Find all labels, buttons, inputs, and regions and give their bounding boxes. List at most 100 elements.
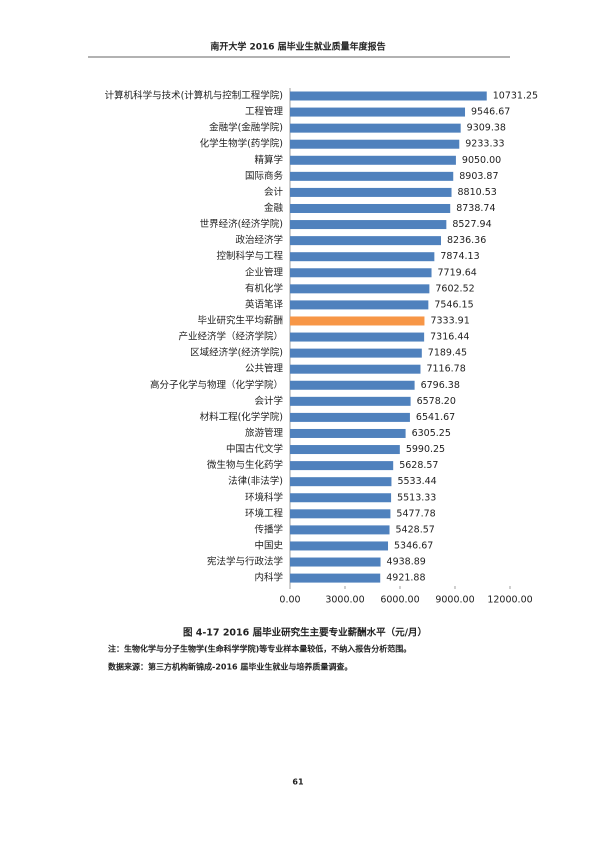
value-label: 5990.25 (406, 444, 445, 455)
value-label: 8738.74 (456, 203, 495, 214)
value-label: 8810.53 (458, 187, 497, 198)
category-label: 精算学 (254, 154, 283, 166)
value-label: 7719.64 (438, 267, 477, 278)
bar (290, 203, 451, 213)
value-label: 5346.67 (394, 540, 433, 551)
value-label: 4921.88 (386, 573, 425, 584)
bar (290, 380, 415, 390)
value-label: 5513.33 (397, 492, 436, 503)
bar (290, 107, 466, 117)
category-label: 国际商务 (245, 170, 284, 182)
category-label: 金融 (264, 202, 284, 214)
category-label: 微生物与生化药学 (207, 459, 283, 471)
category-label: 环境科学 (245, 491, 283, 503)
category-label: 企业管理 (245, 266, 284, 278)
bar (290, 541, 389, 551)
source-note: 数据来源：第三方机构新锦成-2016 届毕业生就业与培养质量调查。 (108, 662, 352, 672)
value-label: 10731.25 (493, 91, 538, 102)
value-label: 9233.33 (465, 139, 504, 150)
category-label: 化学生物学(药学院) (200, 138, 283, 150)
value-label: 7602.52 (435, 283, 474, 294)
value-label: 9309.38 (467, 123, 506, 134)
bar (290, 139, 460, 149)
bar (290, 573, 381, 583)
bar (290, 364, 421, 374)
value-label: 7546.15 (434, 299, 473, 310)
bar (290, 171, 454, 181)
bar (290, 525, 390, 535)
value-label: 4938.89 (387, 557, 426, 568)
category-label: 传播学 (254, 523, 283, 535)
bar (290, 91, 487, 101)
category-label: 会计学 (254, 395, 283, 407)
category-label: 中国史 (254, 539, 283, 551)
value-label: 7116.78 (426, 364, 465, 375)
page-number: 61 (292, 778, 304, 787)
x-tick-label: 9000.00 (435, 595, 474, 606)
category-label: 金融学(金融学院) (209, 122, 283, 134)
bar (290, 187, 452, 197)
bar (290, 509, 391, 519)
category-label: 产业经济学（经济学院） (178, 331, 283, 343)
bar (290, 348, 422, 358)
category-label: 英语笔译 (245, 298, 284, 310)
bar (290, 268, 432, 278)
bar (290, 252, 435, 262)
bar (290, 461, 394, 471)
category-label: 会计 (264, 186, 284, 198)
category-label: 宪法学与行政法学 (207, 556, 283, 568)
value-label: 9050.00 (462, 155, 501, 166)
category-label: 高分子化学与物理（化学学院） (150, 379, 283, 391)
value-label: 5477.78 (396, 508, 435, 519)
category-label: 毕业研究生平均薪酬 (197, 314, 283, 326)
category-label: 中国古代文学 (226, 443, 283, 455)
category-label: 法律(非法学) (228, 475, 283, 487)
value-label: 6305.25 (412, 428, 451, 439)
value-label: 6796.38 (421, 380, 460, 391)
value-label: 5533.44 (397, 476, 436, 487)
category-label: 控制科学与工程 (216, 250, 283, 262)
bar (290, 445, 400, 455)
category-label: 计算机科学与技术(计算机与控制工程学院) (105, 90, 283, 102)
page-header: 南开大学 2016 届毕业生就业质量年度报告 (210, 41, 385, 53)
bar (290, 300, 429, 310)
bar (290, 284, 430, 294)
value-label: 7316.44 (430, 332, 469, 343)
x-tick-label: 12000.00 (487, 595, 532, 606)
value-label: 7189.45 (428, 348, 467, 359)
bar (290, 557, 381, 567)
category-label: 内科学 (254, 572, 283, 584)
bar (290, 155, 456, 165)
category-label: 旅游管理 (245, 427, 284, 439)
value-label: 5428.57 (396, 524, 435, 535)
x-tick-label: 3000.00 (325, 595, 364, 606)
value-label: 6541.67 (416, 412, 455, 423)
category-label: 区域经济学(经济学院) (190, 347, 283, 359)
bar (290, 493, 392, 503)
value-label: 5628.57 (399, 460, 438, 471)
value-label: 8236.36 (447, 235, 486, 246)
category-label: 政治经济学 (235, 234, 283, 246)
category-label: 环境工程 (245, 507, 284, 519)
bar (290, 236, 441, 246)
bar (290, 477, 392, 487)
figure-caption: 图 4-17 2016 届毕业研究生主要专业薪酬水平（元/月） (183, 627, 427, 639)
category-label: 公共管理 (245, 363, 284, 375)
value-label: 7333.91 (430, 315, 469, 326)
bar (290, 412, 410, 422)
note: 注：生物化学与分子生物学(生命科学学院)等专业样本量较低，不纳入报告分析范围。 (108, 644, 411, 654)
value-label: 8527.94 (452, 219, 491, 230)
bar (290, 428, 406, 438)
bar (290, 220, 447, 230)
x-tick-label: 6000.00 (380, 595, 419, 606)
category-label: 材料工程(化学学院) (200, 411, 283, 423)
category-label: 世界经济(经济学院) (200, 218, 283, 230)
value-label: 8903.87 (459, 171, 498, 182)
x-tick-label: 0.00 (279, 595, 300, 606)
bar (290, 123, 461, 133)
value-label: 9546.67 (471, 107, 510, 118)
value-label: 6578.20 (417, 396, 456, 407)
bar (290, 396, 411, 406)
